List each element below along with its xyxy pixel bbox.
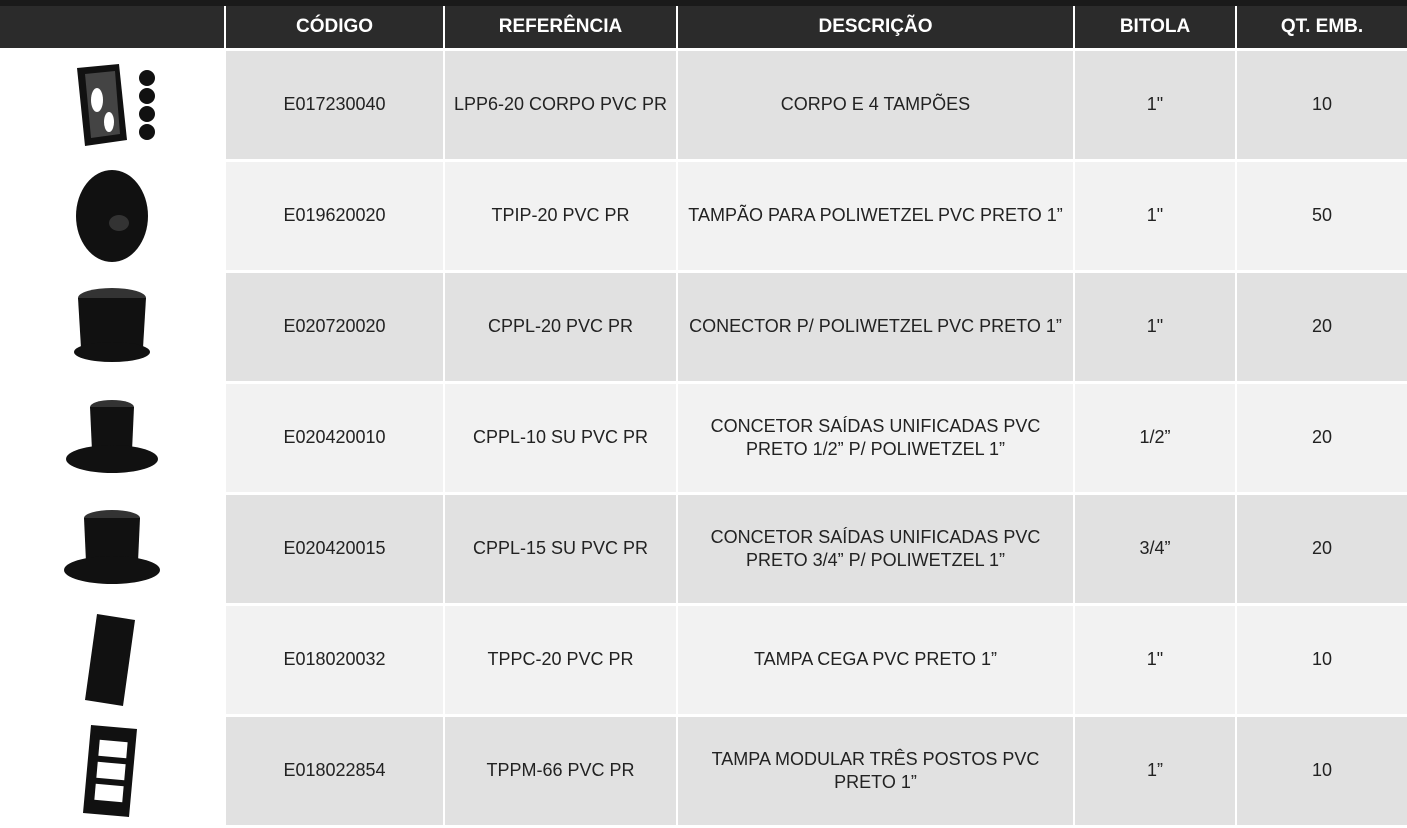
table-cell: CPPL-20 PVC PR <box>443 273 676 381</box>
table-cell: E020420010 <box>224 384 443 492</box>
table-cell: CPPL-15 SU PVC PR <box>443 495 676 603</box>
header-cell: BITOLA <box>1073 6 1235 48</box>
table-cell: LPP6-20 CORPO PVC PR <box>443 51 676 159</box>
product-image <box>74 288 150 362</box>
table-cell: CORPO E 4 TAMPÕES <box>676 51 1073 159</box>
table-cell: 1” <box>1073 717 1235 825</box>
table-row: E020420015 CPPL-15 SU PVC PR CONCETOR SAÍD… <box>0 495 1407 603</box>
table-cell: E018020032 <box>224 606 443 714</box>
table-cell: E020720020 <box>224 273 443 381</box>
product-image <box>83 725 137 817</box>
product-table: CÓDIGO REFERÊNCIA DESCRIÇÃO BITOLA QT. EMB. … <box>0 3 1407 828</box>
product-image-cell <box>0 384 224 492</box>
table-row: E020420010 CPPL-10 SU PVC PR CONCETOR SAÍD… <box>0 384 1407 492</box>
table-cell: E018022854 <box>224 717 443 825</box>
table-cell: 10 <box>1235 606 1407 714</box>
table-cell: 10 <box>1235 717 1407 825</box>
product-image-cell <box>0 273 224 381</box>
product-image <box>77 64 155 146</box>
table-cell: CONCETOR SAÍDAS UNIFICADAS PVC PRETO 3/4… <box>676 495 1073 603</box>
table-cell: E017230040 <box>224 51 443 159</box>
header-cell: REFERÊNCIA <box>443 6 676 48</box>
table-cell: TAMPA MODULAR TRÊS POSTOS PVC PRETO 1” <box>676 717 1073 825</box>
table-cell: 1" <box>1073 162 1235 270</box>
table-cell: CPPL-10 SU PVC PR <box>443 384 676 492</box>
product-image-cell <box>0 495 224 603</box>
table-cell: CONCETOR SAÍDAS UNIFICADAS PVC PRETO 1/2… <box>676 384 1073 492</box>
header-cell: QT. EMB. <box>1235 6 1407 48</box>
table-cell: TAMPA CEGA PVC PRETO 1” <box>676 606 1073 714</box>
product-image <box>76 170 148 262</box>
table-cell: E019620020 <box>224 162 443 270</box>
table-cell: 50 <box>1235 162 1407 270</box>
product-image-cell <box>0 606 224 714</box>
table-cell: TPIP-20 PVC PR <box>443 162 676 270</box>
table-row: E020720020 CPPL-20 PVC PR CONECTOR P/ POLI… <box>0 273 1407 381</box>
table-cell: 10 <box>1235 51 1407 159</box>
header-row: CÓDIGO REFERÊNCIA DESCRIÇÃO BITOLA QT. EMB. <box>0 6 1407 48</box>
table-body: E017230040 LPP6-20 CORPO PVC PR CORPO E 4 … <box>0 51 1407 825</box>
header-cell <box>0 6 224 48</box>
table-cell: 1" <box>1073 606 1235 714</box>
table-row: E017230040 LPP6-20 CORPO PVC PR CORPO E 4 … <box>0 51 1407 159</box>
header-cell: CÓDIGO <box>224 6 443 48</box>
table-cell: 1" <box>1073 273 1235 381</box>
product-image-cell <box>0 51 224 159</box>
table-cell: 20 <box>1235 273 1407 381</box>
table-cell: 20 <box>1235 384 1407 492</box>
table-row: E018022854 TPPM-66 PVC PR TAMPA MODULAR TR… <box>0 717 1407 825</box>
table-cell: 20 <box>1235 495 1407 603</box>
table-row: E018020032 TPPC-20 PVC PR TAMPA CEGA PVC P… <box>0 606 1407 714</box>
product-image <box>66 400 158 473</box>
table-cell: CONECTOR P/ POLIWETZEL PVC PRETO 1” <box>676 273 1073 381</box>
table-cell: 3/4” <box>1073 495 1235 603</box>
table-cell: TPPC-20 PVC PR <box>443 606 676 714</box>
table-cell: 1" <box>1073 51 1235 159</box>
header-cell: DESCRIÇÃO <box>676 6 1073 48</box>
table-cell: E020420015 <box>224 495 443 603</box>
table-cell: TAMPÃO PARA POLIWETZEL PVC PRETO 1” <box>676 162 1073 270</box>
table-cell: 1/2” <box>1073 384 1235 492</box>
product-image-cell <box>0 162 224 270</box>
product-image <box>85 614 135 706</box>
table-row: E019620020 TPIP-20 PVC PR TAMPÃO PARA POLI… <box>0 162 1407 270</box>
top-bar <box>0 0 1407 6</box>
product-image <box>64 510 160 584</box>
table-cell: TPPM-66 PVC PR <box>443 717 676 825</box>
product-image-cell <box>0 717 224 825</box>
